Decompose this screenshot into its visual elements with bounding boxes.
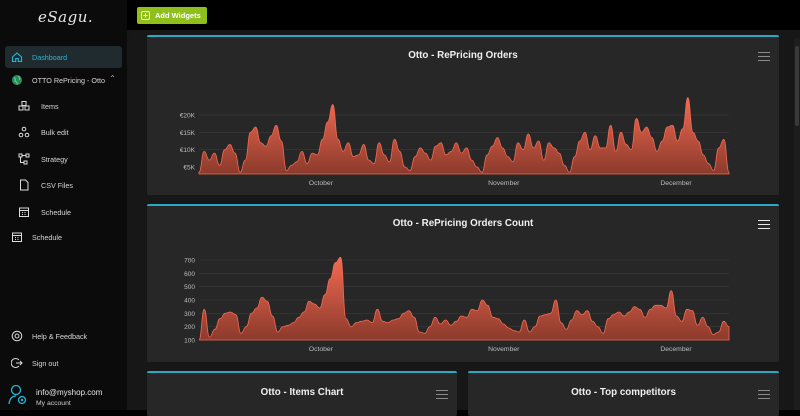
sidebar-item-sign-out[interactable]: Sign out <box>5 352 122 374</box>
x-tick-label: December <box>660 346 692 353</box>
x-tick-label: October <box>309 180 334 187</box>
calendar-icon <box>17 205 31 219</box>
sidebar-item-items[interactable]: Items <box>5 95 122 117</box>
account-section[interactable]: info@myshop.com My account <box>8 384 102 411</box>
sidebar-item-help[interactable]: Help & Feedback <box>5 325 122 347</box>
my-account-link[interactable]: My account <box>36 400 71 407</box>
y-tick-label: 600 <box>184 271 195 278</box>
sidebar-item-csv-files[interactable]: CSV Files <box>5 174 122 196</box>
file-icon <box>17 178 31 192</box>
chevron-up-icon[interactable]: ⌃ <box>109 74 116 83</box>
strategy-icon <box>17 152 31 166</box>
sidebar-item-label: Items <box>41 101 59 111</box>
top-bar: + Add Widgets <box>127 0 800 30</box>
sidebar: eSagu. Dashboard OTTO RePricing - Otto ⌃… <box>0 0 127 410</box>
x-tick-label: November <box>488 180 520 187</box>
calendar-icon <box>10 230 24 244</box>
account-settings-icon <box>8 384 28 411</box>
globe-icon <box>10 73 24 87</box>
sidebar-item-label: Bulk edit <box>41 127 69 137</box>
y-tick-label: 500 <box>184 284 195 291</box>
main-area: + Add Widgets Otto - RePricing Orders €5… <box>127 0 800 416</box>
sidebar-item-label: Help & Feedback <box>32 331 88 341</box>
sign-out-icon <box>10 356 24 370</box>
items-icon <box>17 99 31 113</box>
sidebar-item-schedule-main[interactable]: Schedule <box>5 226 122 248</box>
widget-repricing-orders-count: Otto - RePricing Orders Count 100 200 300 4… <box>147 204 779 362</box>
add-widgets-label: Add Widgets <box>155 11 201 20</box>
y-tick-label: €10K <box>180 147 196 154</box>
widget-title: Otto - Items Chart <box>260 387 344 398</box>
x-tick-label: December <box>660 180 692 187</box>
y-tick-label: 200 <box>184 324 195 331</box>
widget-menu-icon[interactable] <box>758 52 770 64</box>
x-tick-label: October <box>309 346 334 353</box>
sidebar-item-dashboard[interactable]: Dashboard <box>5 46 122 68</box>
area-series[interactable] <box>198 256 730 341</box>
sidebar-item-label: Schedule <box>32 232 62 242</box>
help-icon <box>10 329 24 343</box>
account-email: info@myshop.com <box>36 388 103 397</box>
app-logo[interactable]: eSagu. <box>38 8 94 26</box>
y-tick-label: €20K <box>180 112 196 119</box>
x-tick-label: November <box>488 346 520 353</box>
y-tick-label: €15K <box>180 130 196 137</box>
sidebar-item-label: Strategy <box>41 154 68 164</box>
sidebar-item-label: Dashboard <box>32 52 68 62</box>
widget-menu-icon[interactable] <box>758 390 770 402</box>
add-widgets-button[interactable]: + Add Widgets <box>137 7 207 24</box>
widget-menu-icon[interactable] <box>436 390 448 402</box>
sidebar-item-label: OTTO RePricing - Otto <box>32 75 105 85</box>
sidebar-item-otto-repricing[interactable]: OTTO RePricing - Otto ⌃ <box>5 69 122 91</box>
sidebar-item-label: Sign out <box>32 358 59 368</box>
y-tick-label: 300 <box>184 311 195 318</box>
bulk-edit-icon <box>17 125 31 139</box>
widget-title: Otto - RePricing Orders Count <box>392 218 534 229</box>
sidebar-item-label: CSV Files <box>41 180 73 190</box>
y-tick-label: 400 <box>184 298 195 305</box>
sidebar-item-schedule[interactable]: Schedule <box>5 201 122 223</box>
sidebar-item-strategy[interactable]: Strategy <box>5 148 122 170</box>
sidebar-item-label: Schedule <box>41 207 71 217</box>
widget-repricing-orders: Otto - RePricing Orders €5K €10K €15K €20K O… <box>147 35 779 195</box>
area-series[interactable] <box>198 97 730 175</box>
widget-top-competitors: Otto - Top competitors <box>468 371 779 416</box>
widget-items-chart: Otto - Items Chart <box>147 371 457 416</box>
sidebar-item-bulk-edit[interactable]: Bulk edit <box>5 121 122 143</box>
y-tick-label: €5K <box>183 165 195 172</box>
home-icon <box>10 50 24 64</box>
orders-chart: €5K €10K €15K €20K October November December <box>180 97 730 187</box>
widget-title: Otto - RePricing Orders <box>408 50 518 61</box>
page-scrollbar[interactable] <box>794 38 800 410</box>
plus-icon: + <box>141 11 150 20</box>
orders-count-chart: 100 200 300 400 500 600 700 October November Dece… <box>184 256 730 353</box>
widget-title: Otto - Top competitors <box>571 387 676 398</box>
scrollbar-thumb[interactable] <box>795 46 799 126</box>
y-tick-label: 100 <box>184 338 195 345</box>
widget-menu-icon[interactable] <box>758 220 770 232</box>
y-tick-label: 700 <box>184 258 195 265</box>
